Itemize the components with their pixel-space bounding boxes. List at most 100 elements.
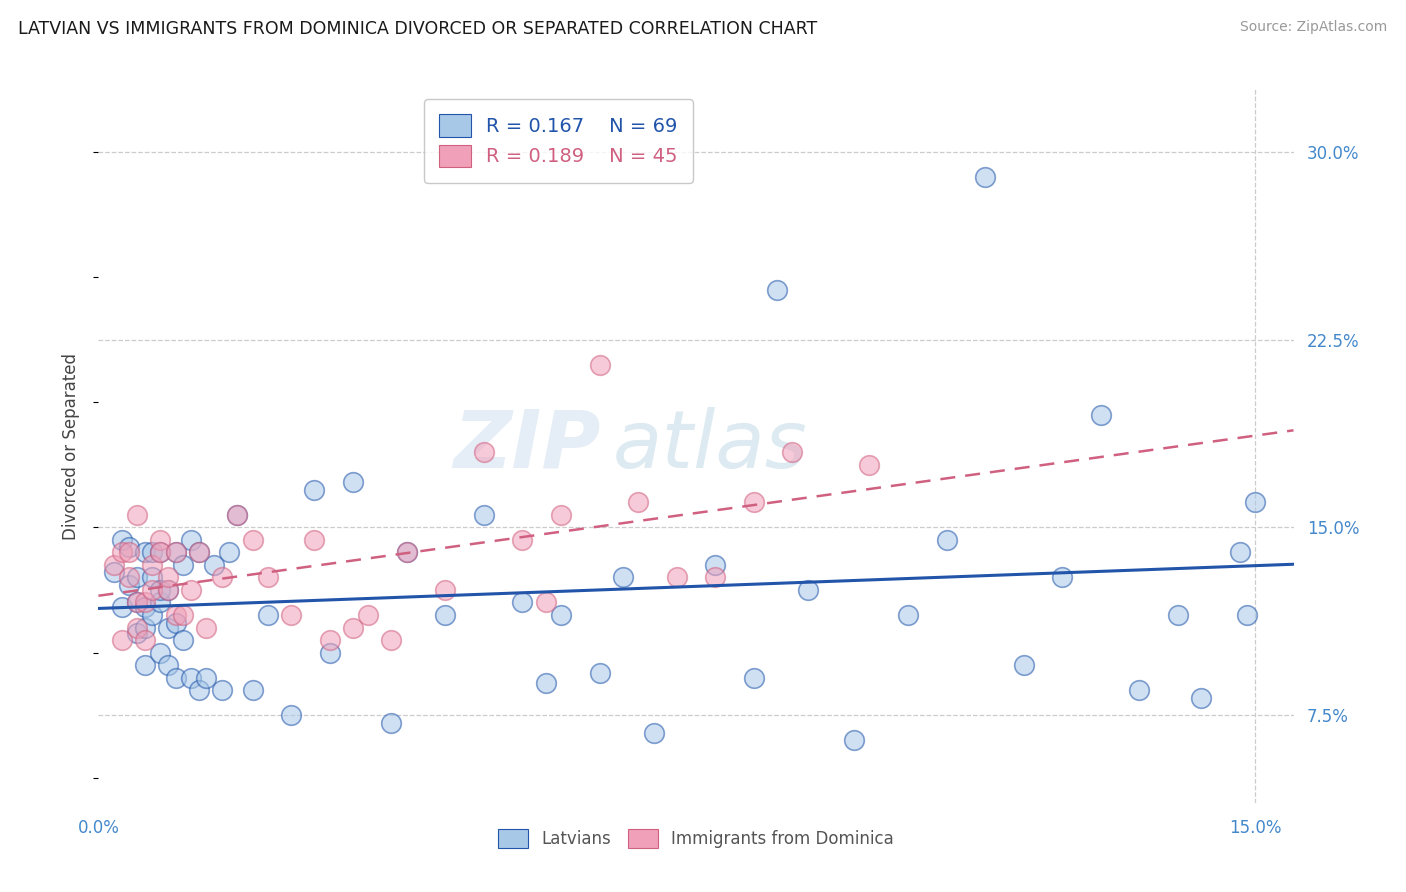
Point	[1050, 570, 1073, 584]
Point	[550, 508, 572, 522]
Point	[118, 541, 141, 555]
Point	[156, 582, 179, 597]
Point	[395, 545, 418, 559]
Point	[512, 595, 534, 609]
Point	[1128, 683, 1150, 698]
Point	[665, 570, 688, 584]
Point	[534, 595, 557, 609]
Point	[149, 646, 172, 660]
Point	[156, 570, 179, 584]
Point	[180, 533, 202, 547]
Point	[226, 508, 249, 522]
Point	[125, 595, 148, 609]
Point	[165, 615, 187, 630]
Point	[342, 621, 364, 635]
Point	[550, 607, 572, 622]
Point	[472, 445, 495, 459]
Point	[134, 633, 156, 648]
Point	[118, 545, 141, 559]
Point	[1244, 495, 1267, 509]
Point	[842, 733, 865, 747]
Point	[118, 570, 141, 584]
Y-axis label: Divorced or Separated: Divorced or Separated	[62, 352, 80, 540]
Point	[103, 566, 125, 580]
Point	[134, 600, 156, 615]
Point	[110, 533, 132, 547]
Point	[134, 595, 156, 609]
Point	[1012, 658, 1035, 673]
Point	[211, 570, 233, 584]
Point	[472, 508, 495, 522]
Point	[797, 582, 820, 597]
Point	[187, 683, 209, 698]
Point	[134, 545, 156, 559]
Point	[141, 545, 163, 559]
Point	[858, 458, 880, 472]
Point	[110, 633, 132, 648]
Point	[125, 570, 148, 584]
Point	[1090, 408, 1112, 422]
Point	[165, 671, 187, 685]
Point	[125, 508, 148, 522]
Point	[149, 545, 172, 559]
Point	[149, 582, 172, 597]
Point	[434, 582, 457, 597]
Point	[141, 582, 163, 597]
Point	[141, 570, 163, 584]
Point	[974, 169, 997, 184]
Point	[766, 283, 789, 297]
Text: atlas: atlas	[613, 407, 807, 485]
Point	[165, 607, 187, 622]
Legend: Latvians, Immigrants from Dominica: Latvians, Immigrants from Dominica	[491, 822, 901, 855]
Point	[195, 671, 218, 685]
Point	[156, 621, 179, 635]
Point	[180, 671, 202, 685]
Point	[319, 646, 342, 660]
Point	[187, 545, 209, 559]
Point	[627, 495, 650, 509]
Point	[134, 658, 156, 673]
Point	[118, 578, 141, 592]
Point	[342, 475, 364, 490]
Point	[304, 533, 326, 547]
Text: Source: ZipAtlas.com: Source: ZipAtlas.com	[1240, 20, 1388, 34]
Point	[280, 708, 302, 723]
Point	[257, 607, 280, 622]
Point	[172, 607, 194, 622]
Point	[643, 725, 665, 739]
Point	[187, 545, 209, 559]
Point	[202, 558, 225, 572]
Point	[1229, 545, 1251, 559]
Point	[218, 545, 240, 559]
Point	[195, 621, 218, 635]
Point	[434, 607, 457, 622]
Point	[156, 582, 179, 597]
Point	[165, 545, 187, 559]
Point	[226, 508, 249, 522]
Point	[110, 545, 132, 559]
Point	[125, 595, 148, 609]
Point	[125, 625, 148, 640]
Point	[149, 533, 172, 547]
Point	[395, 545, 418, 559]
Point	[612, 570, 634, 584]
Point	[380, 715, 402, 730]
Point	[257, 570, 280, 584]
Point	[280, 607, 302, 622]
Point	[180, 582, 202, 597]
Point	[1167, 607, 1189, 622]
Point	[172, 633, 194, 648]
Point	[782, 445, 804, 459]
Point	[172, 558, 194, 572]
Point	[304, 483, 326, 497]
Point	[319, 633, 342, 648]
Point	[1236, 607, 1258, 622]
Point	[1189, 690, 1212, 705]
Point	[588, 358, 610, 372]
Point	[125, 621, 148, 635]
Point	[141, 558, 163, 572]
Point	[149, 595, 172, 609]
Point	[110, 600, 132, 615]
Point	[742, 671, 765, 685]
Point	[534, 675, 557, 690]
